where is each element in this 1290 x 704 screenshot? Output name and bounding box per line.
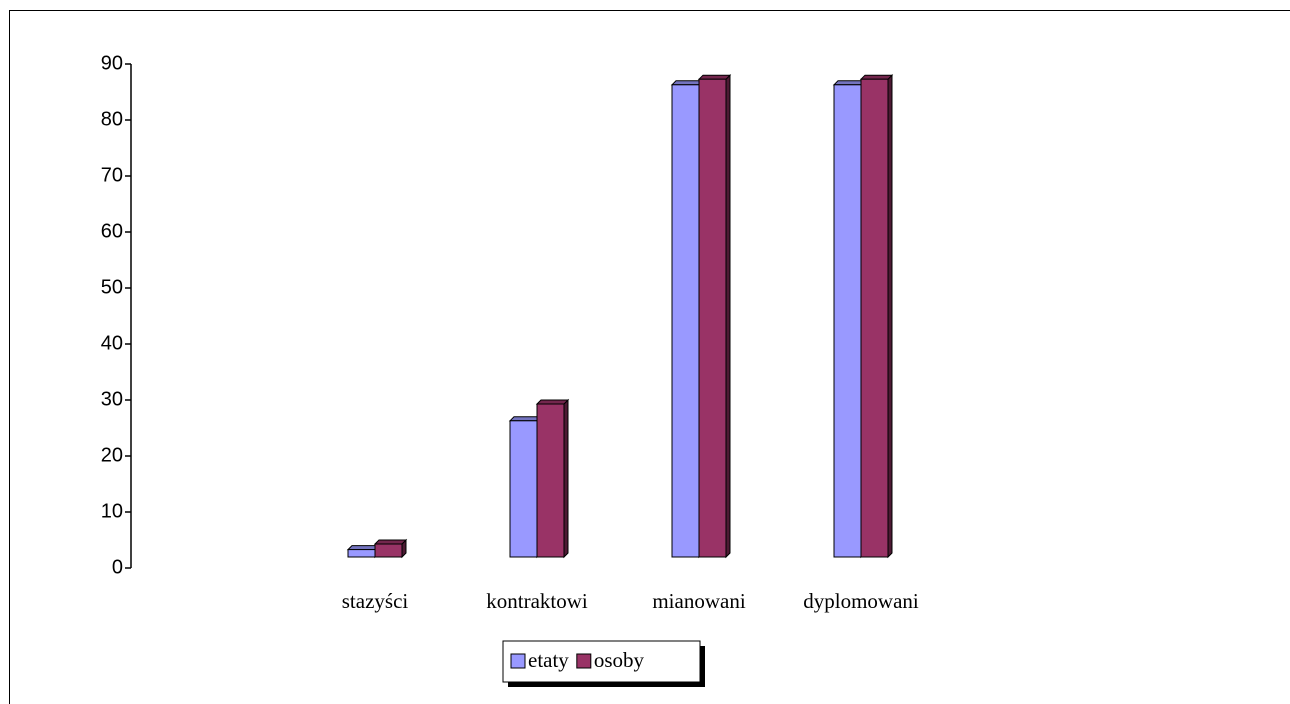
y-tick-label: 30 [101,388,123,410]
bar-top [508,416,543,422]
bar-front [347,549,376,558]
legend-swatch [510,653,526,669]
bar-side [725,73,731,559]
bar [535,398,570,559]
legend-label: osoby [594,648,645,672]
y-tick-label: 20 [101,444,123,466]
legend [502,640,701,683]
y-tick-label: 60 [101,220,123,242]
legend-label: etaty [528,648,569,672]
bar-top [373,539,408,545]
y-tick-label: 90 [101,52,123,74]
x-tick-label: dyplomowani [803,589,919,613]
bar [859,73,894,559]
y-tick-label: 0 [112,556,123,578]
legend-swatch [576,653,592,669]
bar-front [698,78,727,558]
bar [670,79,705,559]
y-tick-label: 70 [101,164,123,186]
bar [697,73,732,559]
bar-side [563,398,569,559]
bar-top [832,80,867,86]
bar-front [833,84,862,558]
bar-top [697,74,732,80]
bar-top [859,74,894,80]
x-tick-label: mianowani [652,589,745,613]
bar [346,544,381,559]
y-tick-label: 10 [101,500,123,522]
bar [373,538,408,559]
bar-front [860,78,889,558]
y-tick-label: 80 [101,108,123,130]
bar-front [509,420,538,558]
y-tick-label: 40 [101,332,123,354]
y-tick-label: 50 [101,276,123,298]
x-tick-label: stazyści [342,589,409,613]
bar [508,415,543,559]
bar-top [670,80,705,86]
bar-front [671,84,700,558]
chart-border [9,10,1290,704]
bar [832,79,867,559]
bar-top [346,545,381,551]
bar-front [374,543,403,558]
bar-top [535,399,570,405]
bar-side [887,73,893,559]
x-tick-label: kontraktowi [486,589,588,613]
bar-front [536,403,565,558]
